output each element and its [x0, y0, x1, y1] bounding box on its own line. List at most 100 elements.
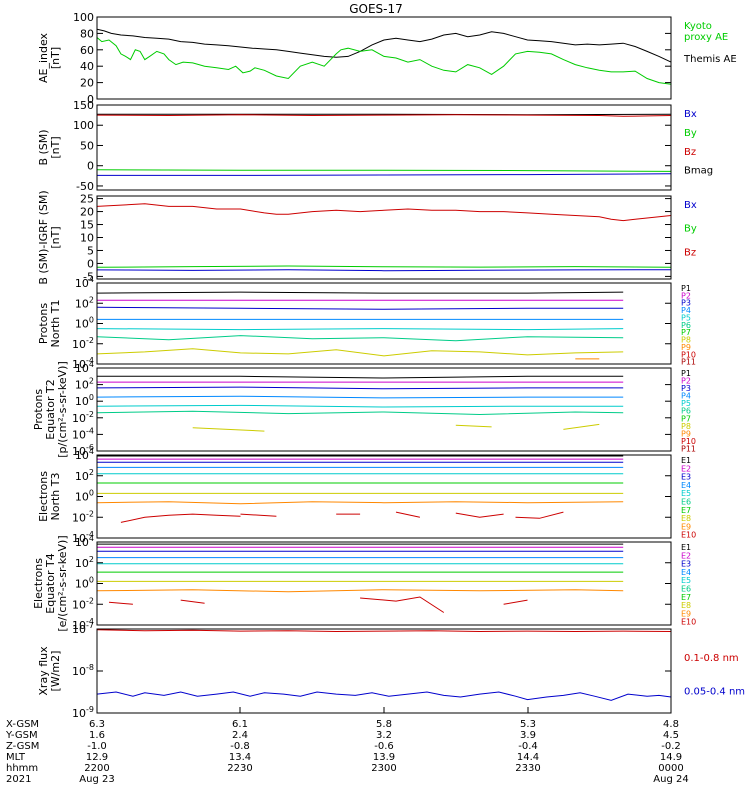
legend-item: P6 — [681, 321, 691, 330]
series-p4 — [96, 395, 624, 399]
x-axis-value: 14.4 — [517, 752, 539, 763]
legend-item: P11 — [681, 358, 696, 367]
legend-item: Bx — [684, 200, 697, 211]
x-axis-value: 2200 — [84, 763, 109, 774]
series-e9b — [240, 513, 277, 517]
x-axis-table: X-GSM 6.3 6.1 5.8 5.3 4.8 Y-GSM 1.6 2.4 3.2 3.9 4.5… — [5, 707, 689, 785]
legend-item: E6 — [681, 585, 691, 594]
legend-item: P7 — [681, 414, 691, 423]
legend-item: E5 — [681, 489, 691, 498]
y-tick-label: 100 — [75, 576, 94, 591]
legend-item: P2 — [681, 377, 691, 386]
y-tick-label: 60 — [80, 44, 94, 57]
x-axis-value: -0.8 — [230, 741, 250, 752]
legend-item: By — [684, 224, 697, 235]
legend-item: E7 — [681, 506, 691, 515]
x-axis-value: 4.5 — [663, 730, 679, 741]
x-axis-value: 5.8 — [376, 719, 392, 730]
series-bx — [96, 269, 672, 272]
y-tick-label: 102 — [75, 377, 94, 392]
series-0-1-0-8-nm — [96, 629, 672, 633]
legend-item: E3 — [681, 560, 691, 569]
y-tick-label: 10-2 — [72, 336, 94, 351]
legend: Kyoto proxy AE Themis AE — [683, 21, 737, 65]
series-e9a — [120, 513, 241, 523]
y-tick-label: 10-4 — [72, 426, 94, 441]
y-tick-label: 10-2 — [72, 596, 94, 611]
x-axis-value: 6.3 — [89, 719, 105, 730]
y-tick-label: -5 — [83, 270, 94, 283]
x-axis-value: 3.9 — [520, 730, 536, 741]
series-p8a — [192, 427, 265, 432]
y-tick-label: 104 — [75, 275, 94, 290]
x-axis-value: 2330 — [515, 763, 540, 774]
legend-item: E10 — [681, 618, 696, 627]
y-tick-label: 40 — [80, 60, 94, 73]
x-axis-value: 2230 — [227, 763, 252, 774]
legend-item: Bmag — [684, 166, 713, 177]
legend-item: E1 — [681, 543, 691, 552]
x-axis-value: -0.6 — [374, 741, 394, 752]
legend-item: P4 — [681, 306, 691, 315]
series-0-05-0-4-nm — [96, 691, 672, 701]
legend-item: P11 — [681, 444, 696, 453]
y-tick-label: 10-2 — [72, 509, 94, 524]
series-p6 — [96, 410, 624, 416]
series-p1 — [96, 291, 624, 294]
legend-item: E5 — [681, 576, 691, 585]
y-tick-label: 10-2 — [72, 410, 94, 425]
series-p8 — [96, 348, 624, 357]
y-axis-label: AE_index[nT] — [37, 32, 62, 83]
y-tick-label: 100 — [73, 119, 94, 132]
panel-frame — [96, 367, 672, 452]
y-tick-label: 20 — [80, 206, 94, 219]
legend-item: E1 — [681, 456, 691, 465]
legend-item: P5 — [681, 399, 691, 408]
series-p5 — [96, 404, 624, 408]
x-axis-value: 13.9 — [373, 752, 395, 763]
y-tick-label: 100 — [75, 316, 94, 331]
legend-item: By — [684, 128, 697, 139]
legend-item: P2 — [681, 291, 691, 300]
legend: Bx By Bz — [684, 200, 697, 258]
series-p1 — [97, 375, 624, 379]
legend-item: P3 — [681, 299, 691, 308]
y-tick-label: 15 — [80, 219, 94, 232]
y-axis-label: ElectronsEquator T4[e/(cm²-s-sr-keV)] — [32, 535, 69, 631]
x-axis-row-label: MLT — [6, 752, 26, 763]
legend-item: P6 — [681, 407, 691, 416]
legend-item: P8 — [681, 422, 691, 431]
legend-item: 0.05-0.4 nm — [684, 687, 745, 698]
panel-frame — [96, 282, 672, 365]
legend-item: E8 — [681, 601, 691, 610]
series-e9d — [395, 511, 421, 518]
legend-item: E8 — [681, 514, 691, 523]
x-axis-row-label: 2021 — [6, 774, 31, 785]
legend-item: E2 — [681, 551, 691, 560]
legend-item: P9 — [681, 429, 691, 438]
y-tick-label: 104 — [75, 534, 94, 549]
y-tick-label: 104 — [75, 447, 94, 462]
x-axis-value: 1.6 — [89, 730, 105, 741]
series-bx — [97, 173, 672, 176]
y-tick-label: 0 — [87, 160, 94, 173]
legend-item: Themis AE — [683, 54, 737, 65]
x-axis-value: 2300 — [371, 763, 396, 774]
legend-item: P1 — [681, 369, 691, 378]
legend-item: E4 — [681, 481, 691, 490]
legend-item: E6 — [681, 498, 691, 507]
series-e9a — [108, 601, 133, 605]
legend-item: P10 — [681, 350, 696, 359]
legend-item: Bx — [684, 109, 697, 120]
legend-item: P4 — [681, 392, 691, 401]
legend: 0.1-0.8 nm 0.05-0.4 nm — [684, 653, 745, 698]
series-by — [96, 265, 672, 268]
series-themis-ae — [96, 28, 672, 63]
y-tick-label: 102 — [75, 295, 94, 310]
